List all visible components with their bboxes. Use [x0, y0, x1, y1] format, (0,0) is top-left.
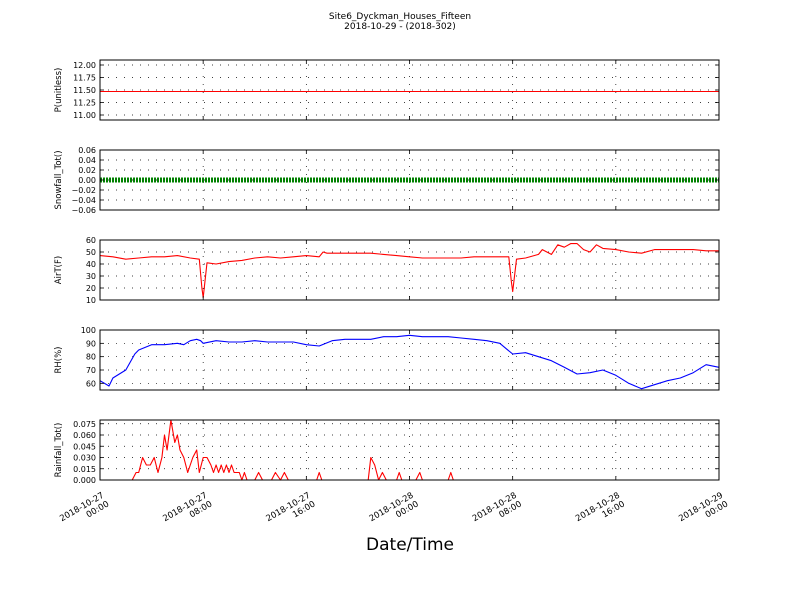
humidity-series-line	[99, 334, 720, 390]
panel-air-temp: 60 50 40 30 20 10 AirT(F)	[54, 236, 720, 305]
humidity-ytick-label: 80	[86, 353, 96, 362]
pressure-ytick-label: 11.50	[73, 86, 96, 95]
snowfall-ylabel: Snowfall_Tot()	[54, 150, 64, 209]
panel-humidity: 100 90 80 70 60 RH(%)	[54, 326, 720, 391]
chart-title: Site6_Dyckman_Houses_Fifteen	[329, 12, 471, 22]
x-tick-label: 2018-10-2700:00	[58, 491, 111, 533]
air-temp-ytick-label: 20	[86, 284, 96, 293]
snowfall-ytick-label: 0.04	[78, 156, 96, 165]
panels: 12.00 11.75 11.50 11.25 11.00 P(unitless) 0.06…	[54, 59, 720, 485]
air-temp-ytick-label: 50	[86, 248, 96, 257]
x-tick-label: 2018-10-2816:00	[574, 491, 627, 533]
rainfall-ytick-label: 0.030	[73, 454, 96, 463]
x-axis-label: Date/Time	[366, 535, 454, 555]
humidity-ytick-label: 90	[86, 339, 96, 348]
pressure-ytick-label: 12.00	[73, 61, 96, 70]
chart-subtitle: 2018-10-29 - (2018-302)	[344, 22, 456, 32]
x-tick-label: 2018-10-2808:00	[471, 491, 524, 533]
snowfall-ytick-label: 0.00	[78, 176, 96, 185]
air-temp-series-line	[99, 243, 719, 299]
pressure-ylabel: P(unitless)	[54, 68, 64, 113]
snowfall-ytick-label: −0.04	[71, 196, 96, 205]
snowfall-ytick-label: 0.06	[78, 146, 96, 155]
panel-snowfall: 0.060.040.020.00−0.02−0.04−0.06 Snowfall_…	[54, 146, 720, 215]
rainfall-ytick-label: 0.000	[73, 476, 96, 485]
x-tick-label: 2018-10-2708:00	[161, 491, 214, 533]
panel-pressure: 12.00 11.75 11.50 11.25 11.00 P(unitless)	[54, 59, 720, 121]
snowfall-ytick-label: 0.02	[78, 166, 96, 175]
humidity-ytick-label: 60	[86, 379, 96, 388]
rainfall-series-line	[100, 419, 719, 481]
humidity-ytick-label: 100	[81, 326, 96, 335]
pressure-ytick-label: 11.00	[73, 111, 96, 120]
rainfall-ytick-label: 0.015	[73, 465, 96, 474]
panel-rainfall: 0.075 0.060 0.045 0.030 0.015 0.000 Rainfall_T…	[54, 419, 720, 485]
snowfall-ytick-label: −0.02	[71, 186, 96, 195]
humidity-ytick-label: 70	[86, 366, 96, 375]
x-tick-label: 2018-10-2800:00	[368, 491, 421, 533]
air-temp-ytick-label: 40	[86, 260, 96, 269]
rainfall-ytick-label: 0.075	[73, 420, 96, 429]
x-tick-label: 2018-10-2900:00	[677, 491, 730, 533]
pressure-ytick-label: 11.75	[73, 74, 96, 83]
snowfall-ytick-label: −0.06	[71, 206, 96, 215]
pressure-ytick-label: 11.25	[73, 99, 96, 108]
x-axis-ticks: 2018-10-2700:00 2018-10-2708:00 2018-10-27…	[58, 491, 730, 533]
air-temp-ylabel: AirT(F)	[54, 256, 64, 284]
air-temp-ytick-label: 60	[86, 236, 96, 245]
rainfall-ylabel: Rainfall_Tot()	[54, 423, 64, 478]
air-temp-ytick-label: 30	[86, 272, 96, 281]
rainfall-ytick-label: 0.045	[73, 442, 96, 451]
humidity-ylabel: RH(%)	[54, 346, 64, 373]
x-tick-label: 2018-10-2716:00	[265, 491, 318, 533]
air-temp-ytick-label: 10	[86, 296, 96, 305]
rainfall-ytick-label: 0.060	[73, 431, 96, 440]
